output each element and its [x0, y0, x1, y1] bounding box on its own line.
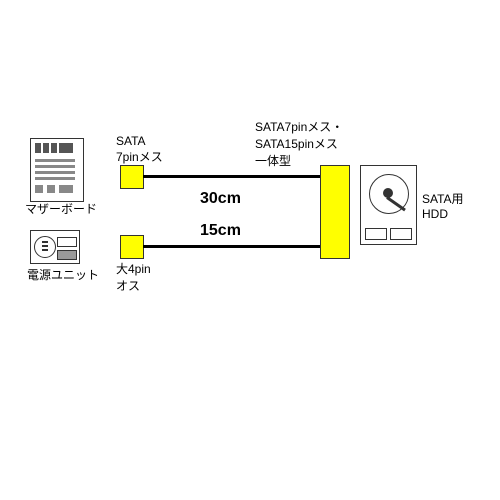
psu-icon [30, 230, 80, 264]
cable-bottom [143, 245, 320, 248]
combo-label: SATA7pinメス・ SATA15pinメス 一体型 [255, 118, 343, 169]
molex-connector [120, 235, 144, 259]
molex-label: 大4pin オス [116, 260, 151, 294]
motherboard-label: マザーボード [25, 200, 97, 217]
motherboard-icon [30, 138, 84, 202]
hdd-icon [360, 165, 417, 245]
length-top: 30cm [200, 190, 241, 208]
psu-label: 電源ユニット [27, 266, 99, 283]
combo-connector [320, 165, 350, 259]
hdd-label: SATA用 HDD [422, 190, 464, 221]
sata7-connector [120, 165, 144, 189]
sata7-label: SATA 7pinメス [116, 134, 163, 165]
cable-diagram: マザーボード 電源ユニット SATA 7pinメス 大4pin オス SATA7… [30, 120, 470, 380]
length-bottom: 15cm [200, 222, 241, 240]
cable-top [143, 175, 320, 178]
